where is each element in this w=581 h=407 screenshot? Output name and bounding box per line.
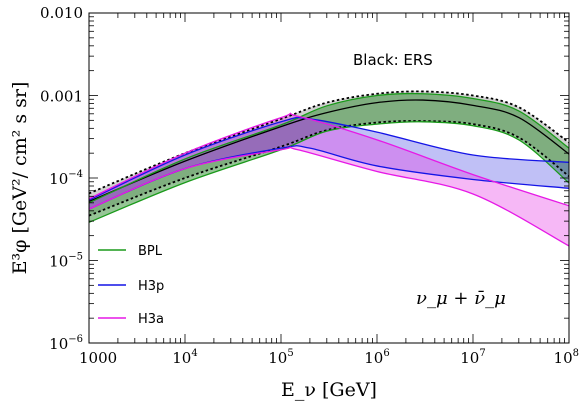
x-tick-label: 107 (460, 348, 485, 367)
x-tick-label: 105 (268, 348, 293, 367)
y-tick-label: 10−4 (49, 169, 83, 188)
line-h3a-lower (89, 146, 569, 247)
ers-annotation: Black: ERS (353, 51, 433, 69)
band-h3p (89, 117, 569, 210)
band-bpl (89, 93, 569, 223)
legend-label-bpl: BPL (138, 244, 163, 259)
legend-label-h3a: H3a (138, 312, 164, 327)
x-tick-label: 108 (554, 348, 579, 367)
y-axis-label: E³φ [GeV²/ cm² s sr] (9, 82, 31, 275)
y-tick-label: 10−6 (49, 334, 83, 353)
x-tick-label: 104 (172, 348, 197, 367)
line-ers-central (89, 99, 569, 203)
axis-tick-labels: 1000 104 105 106 107 108 10−6 10−5 10−4 0.001 0.01… (40, 4, 579, 367)
x-tick-label: 1000 (79, 349, 117, 367)
y-tick-label: 0.001 (40, 88, 83, 106)
legend: BPL H3p H3a (98, 244, 164, 327)
flavor-annotation: ν_μ + ν̄_μ (416, 288, 506, 309)
legend-label-h3p: H3p (138, 279, 164, 294)
x-tick-label: 106 (364, 348, 389, 367)
line-bpl-lower (89, 121, 569, 223)
line-ers-lower (89, 120, 569, 217)
x-axis-label: E_ν [GeV] (281, 379, 377, 401)
y-tick-label: 0.010 (40, 4, 83, 22)
line-h3a-upper (89, 112, 569, 207)
y-tick-label: 10−5 (49, 252, 83, 271)
axis-ticks (88, 12, 570, 344)
band-h3a (89, 113, 569, 246)
plot-lines (89, 90, 569, 247)
line-bpl-upper (89, 92, 569, 204)
